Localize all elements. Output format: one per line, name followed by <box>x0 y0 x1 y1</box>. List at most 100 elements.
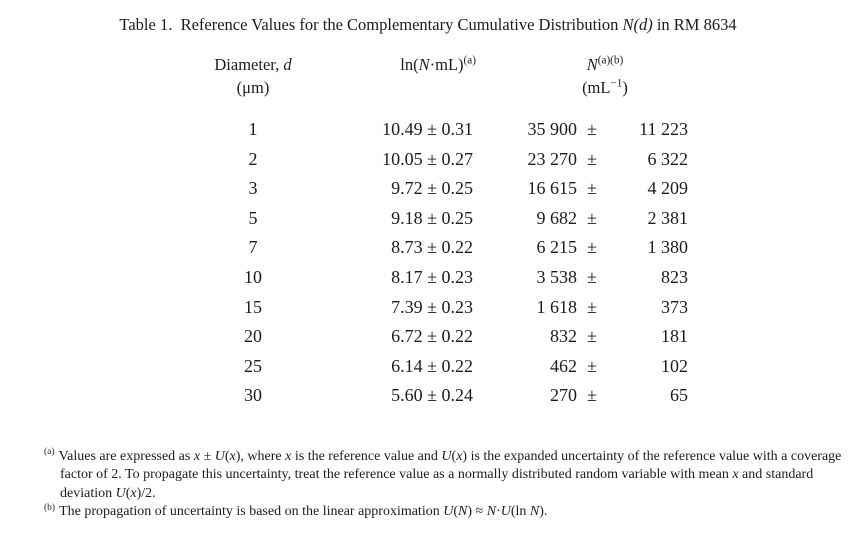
table-row: 20 6.72 ±0.22 832 ±181 <box>0 322 856 352</box>
plus-minus-symbol: ± <box>587 178 597 199</box>
plus-minus-symbol: ± <box>427 148 437 169</box>
n-cell: 9 682 ±2 381 <box>520 204 689 234</box>
n-uncertainty: 4 209 <box>647 178 689 199</box>
ln-uncertainty: 0.22 <box>441 326 474 347</box>
table-row: 30 5.60 ±0.24 270 ±65 <box>0 381 856 411</box>
n-value: 6 215 <box>536 237 578 258</box>
diameter-cell: 30 <box>244 385 262 406</box>
ln-uncertainty: 0.25 <box>441 178 474 199</box>
ln-cell: 6.72 ±0.22 <box>355 322 473 352</box>
n-value: 1 618 <box>536 296 578 317</box>
diameter-cell: 1 <box>248 119 258 139</box>
n-uncertainty: 2 381 <box>647 207 689 228</box>
column-header-diameter-label: Diameter, d <box>214 55 292 74</box>
n-uncertainty: 11 223 <box>639 119 688 139</box>
n-uncertainty: 373 <box>661 296 688 317</box>
diameter-cell: 7 <box>248 237 258 258</box>
plus-minus-symbol: ± <box>587 119 597 139</box>
ln-cell: 10.49 ±0.31 <box>355 115 473 145</box>
document-page: Table 1. Reference Values for the Comple… <box>0 14 856 519</box>
ln-uncertainty: 0.25 <box>441 207 474 228</box>
n-uncertainty: 6 322 <box>647 148 689 169</box>
ln-uncertainty: 0.23 <box>441 266 474 287</box>
ln-value: 7.39 <box>391 296 423 317</box>
n-cell: 23 270 ±6 322 <box>520 145 689 175</box>
ln-value: 10.05 <box>382 148 423 169</box>
table-body: 1 10.49 ±0.31 35 900 ±11 223 2 10.05 ±0.27 … <box>0 115 856 411</box>
plus-minus-symbol: ± <box>427 266 437 287</box>
ln-cell: 6.14 ±0.22 <box>355 352 473 382</box>
plus-minus-symbol: ± <box>427 207 437 228</box>
n-cell: 1 618 ±373 <box>520 293 689 323</box>
n-uncertainty: 1 380 <box>647 237 689 258</box>
diameter-cell: 25 <box>244 355 262 376</box>
n-value: 3 538 <box>536 266 578 287</box>
table-row: 7 8.73 ±0.22 6 215 ±1 380 <box>0 233 856 263</box>
ln-value: 6.72 <box>391 326 423 347</box>
plus-minus-symbol: ± <box>587 207 597 228</box>
ln-value: 5.60 <box>391 385 423 406</box>
plus-minus-symbol: ± <box>427 237 437 258</box>
plus-minus-symbol: ± <box>587 148 597 169</box>
column-header-diameter-unit: (μm) <box>236 78 270 97</box>
n-cell: 462 ±102 <box>520 352 688 382</box>
n-cell: 3 538 ±823 <box>520 263 689 293</box>
n-value: 9 682 <box>536 207 578 228</box>
column-header-ln: ln(N·mL)(a) <box>400 54 476 74</box>
column-header-n: N(a)(b) (mL−1) <box>535 53 675 99</box>
ln-cell: 5.60 ±0.24 <box>355 381 473 411</box>
ln-cell: 9.18 ±0.25 <box>355 204 473 234</box>
ln-uncertainty: 0.24 <box>441 385 474 406</box>
ln-value: 9.72 <box>391 178 423 199</box>
plus-minus-symbol: ± <box>587 385 597 406</box>
n-value: 35 900 <box>527 119 578 139</box>
plus-minus-symbol: ± <box>587 266 597 287</box>
diameter-cell: 15 <box>244 296 262 317</box>
plus-minus-symbol: ± <box>587 296 597 317</box>
table-row: 3 9.72 ±0.25 16 615 ±4 209 <box>0 174 856 204</box>
table-row: 2 10.05 ±0.27 23 270 ±6 322 <box>0 145 856 175</box>
plus-minus-symbol: ± <box>587 237 597 258</box>
ln-uncertainty: 0.27 <box>441 148 474 169</box>
footnote-b-marker: (b) <box>44 502 56 513</box>
column-header-n-unit: (mL−1) <box>582 77 628 97</box>
n-cell: 270 ±65 <box>520 381 688 411</box>
diameter-cell: 5 <box>248 207 258 228</box>
table-row: 5 9.18 ±0.25 9 682 ±2 381 <box>0 204 856 234</box>
table-title: Table 1. Reference Values for the Comple… <box>119 15 737 34</box>
ln-value: 8.73 <box>391 237 423 258</box>
footnote-a-marker: (a) <box>44 447 55 458</box>
ln-value: 10.49 <box>382 119 423 139</box>
footnote-b-text: The propagation of uncertainty is based … <box>59 504 548 520</box>
n-value: 16 615 <box>527 178 578 199</box>
n-cell: 832 ±181 <box>520 322 688 352</box>
table-header-row: Diameter, d (μm) ln(N·mL)(a) N(a)(b) (mL… <box>0 53 856 99</box>
footnote-a: (a) Values are expressed as x ± U(x), whe… <box>44 448 850 503</box>
plus-minus-symbol: ± <box>587 326 597 347</box>
n-value: 462 <box>550 355 577 376</box>
plus-minus-symbol: ± <box>427 355 437 376</box>
ln-uncertainty: 0.23 <box>441 296 474 317</box>
diameter-cell: 20 <box>244 326 262 347</box>
ln-cell: 10.05 ±0.27 <box>355 145 473 175</box>
footnote-a-text: Values are expressed as x ± U(x), where … <box>58 449 842 501</box>
n-value: 23 270 <box>527 148 578 169</box>
table-row: 10 8.17 ±0.23 3 538 ±823 <box>0 263 856 293</box>
ln-uncertainty: 0.31 <box>441 119 474 139</box>
ln-uncertainty: 0.22 <box>441 355 474 376</box>
plus-minus-symbol: ± <box>427 178 437 199</box>
plus-minus-symbol: ± <box>427 385 437 406</box>
plus-minus-symbol: ± <box>427 326 437 347</box>
n-cell: 6 215 ±1 380 <box>520 233 689 263</box>
table-row: 15 7.39 ±0.23 1 618 ±373 <box>0 293 856 323</box>
n-value: 270 <box>550 385 577 406</box>
table-row: 25 6.14 ±0.22 462 ±102 <box>0 352 856 382</box>
footnotes-section: (a) Values are expressed as x ± U(x), whe… <box>44 448 850 522</box>
n-uncertainty: 823 <box>661 266 688 287</box>
n-value: 832 <box>550 326 577 347</box>
column-header-n-label: N(a)(b) <box>586 54 624 74</box>
n-cell: 16 615 ±4 209 <box>520 174 689 204</box>
n-uncertainty: 65 <box>670 385 688 406</box>
plus-minus-symbol: ± <box>427 119 437 139</box>
ln-cell: 9.72 ±0.25 <box>355 174 473 204</box>
